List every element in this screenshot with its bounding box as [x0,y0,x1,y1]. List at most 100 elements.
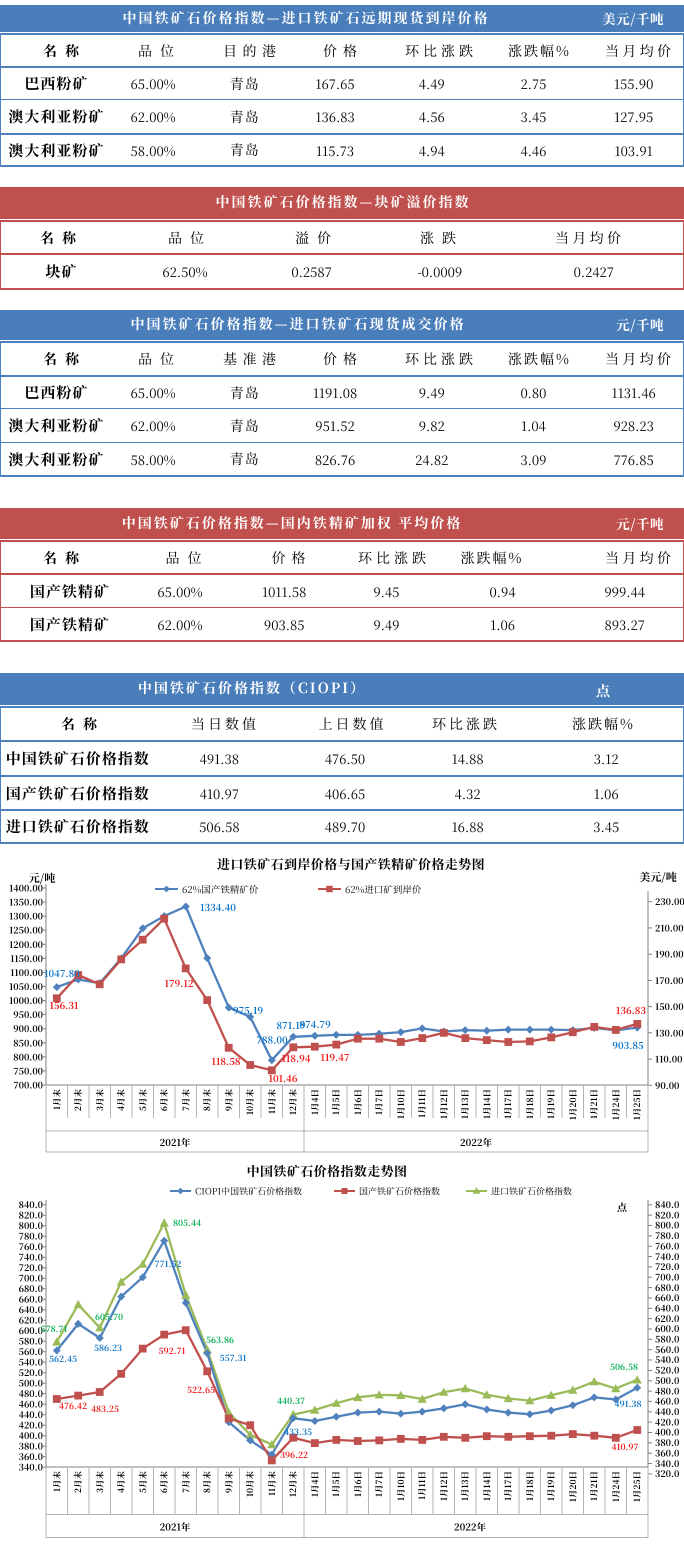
svg-text:540.0: 540.0 [655,1353,679,1366]
svg-text:750.00: 750.00 [13,1064,43,1077]
svg-text:620.0: 620.0 [19,1314,43,1327]
svg-text:1月25日: 1月25日 [631,1471,643,1502]
svg-text:3月末: 3月末 [94,1471,106,1494]
svg-text:600.0: 600.0 [19,1324,43,1337]
svg-text:820.0: 820.0 [19,1209,43,1222]
svg-text:62%进口矿到岸价: 62%进口矿到岸价 [345,882,422,896]
svg-text:1月24日: 1月24日 [610,1471,622,1502]
svg-text:805.44: 805.44 [173,1217,201,1229]
svg-text:101.46: 101.46 [269,1071,298,1085]
svg-text:4月末: 4月末 [115,1089,127,1112]
svg-text:2021年: 2021年 [160,1520,191,1534]
svg-text:605.70: 605.70 [95,1311,123,1323]
svg-text:9月末: 9月末 [223,1471,235,1494]
svg-text:1月10日: 1月10日 [395,1089,407,1119]
svg-text:640.0: 640.0 [655,1302,679,1315]
svg-text:700.00: 700.00 [13,1079,43,1092]
svg-text:118.58: 118.58 [212,1054,241,1068]
svg-text:1月25日: 1月25日 [631,1089,643,1120]
svg-text:660.0: 660.0 [655,1291,679,1304]
svg-text:850.00: 850.00 [13,1036,43,1049]
svg-text:500.0: 500.0 [655,1374,679,1387]
svg-text:560.0: 560.0 [655,1343,679,1356]
svg-text:340.0: 340.0 [19,1460,43,1473]
svg-text:4月末: 4月末 [115,1471,127,1494]
svg-text:592.71: 592.71 [159,1345,186,1357]
svg-text:360.0: 360.0 [19,1450,43,1463]
svg-text:1月5日: 1月5日 [330,1471,342,1497]
svg-text:1月14日: 1月14日 [481,1089,493,1119]
svg-text:1月20日: 1月20日 [567,1471,579,1502]
svg-text:506.58: 506.58 [610,1361,638,1373]
svg-text:476.42: 476.42 [59,1400,87,1412]
svg-text:400.0: 400.0 [655,1426,679,1439]
svg-text:1400.00: 1400.00 [9,882,43,895]
svg-text:1月19日: 1月19日 [545,1089,557,1119]
svg-text:230.00: 230.00 [655,895,684,908]
svg-text:1月末: 1月末 [51,1089,63,1110]
svg-text:520.0: 520.0 [655,1364,679,1377]
svg-text:1050.00: 1050.00 [9,980,43,993]
svg-text:520.0: 520.0 [19,1366,43,1379]
svg-text:1月20日: 1月20日 [567,1089,579,1120]
svg-text:1月13日: 1月13日 [459,1471,471,1501]
svg-text:771.52: 771.52 [155,1258,182,1270]
svg-text:1月12日: 1月12日 [438,1089,450,1119]
svg-text:12月末: 12月末 [287,1471,299,1498]
svg-text:119.47: 119.47 [321,1050,350,1064]
svg-text:中国铁矿石价格指数走势图: 中国铁矿石价格指数走势图 [247,1161,408,1180]
svg-text:1月18日: 1月18日 [524,1089,536,1119]
svg-text:800.0: 800.0 [655,1219,679,1232]
svg-text:1150.00: 1150.00 [10,952,43,965]
svg-text:700.0: 700.0 [19,1272,43,1285]
svg-text:440.0: 440.0 [655,1405,679,1418]
svg-text:进口铁矿石到岸价格与国产铁精矿价格走势图: 进口铁矿石到岸价格与国产铁精矿价格走势图 [217,854,485,873]
svg-text:11月末: 11月末 [266,1471,278,1496]
svg-text:560.0: 560.0 [19,1345,43,1358]
svg-text:340.0: 340.0 [655,1457,679,1470]
svg-text:460.0: 460.0 [19,1397,43,1410]
svg-text:1月14日: 1月14日 [481,1471,493,1501]
svg-text:500.0: 500.0 [19,1376,43,1389]
svg-text:90.00: 90.00 [655,1079,679,1092]
svg-text:5月末: 5月末 [137,1471,149,1494]
svg-text:点: 点 [617,1199,627,1214]
svg-text:440.0: 440.0 [19,1408,43,1421]
svg-text:600.0: 600.0 [655,1322,679,1335]
svg-text:190.00: 190.00 [655,948,684,961]
svg-text:10月末: 10月末 [244,1471,256,1498]
svg-text:1月末: 1月末 [51,1471,63,1492]
svg-text:640.0: 640.0 [19,1303,43,1316]
svg-text:400.0: 400.0 [19,1429,43,1442]
svg-text:1月19日: 1月19日 [545,1471,557,1501]
svg-text:320.0: 320.0 [655,1467,679,1480]
svg-text:1月7日: 1月7日 [373,1471,385,1497]
svg-text:1350.00: 1350.00 [9,896,43,909]
svg-text:1200.00: 1200.00 [9,938,43,951]
svg-text:110.00: 110.00 [655,1053,682,1066]
svg-text:760.0: 760.0 [19,1240,43,1253]
svg-text:118.94: 118.94 [282,1051,311,1065]
svg-text:396.22: 396.22 [280,1449,308,1461]
svg-text:2月末: 2月末 [72,1471,84,1494]
svg-text:580.0: 580.0 [19,1334,43,1347]
svg-text:2021年: 2021年 [160,1135,191,1149]
svg-text:360.0: 360.0 [655,1446,679,1459]
svg-text:150.00: 150.00 [655,1000,684,1013]
svg-text:2月末: 2月末 [72,1089,84,1112]
svg-text:1月11日: 1月11日 [416,1089,428,1118]
svg-text:8月末: 8月末 [201,1471,213,1494]
svg-text:975.19: 975.19 [233,1003,264,1017]
svg-text:136.83: 136.83 [616,1003,647,1017]
svg-text:522.65: 522.65 [187,1384,215,1396]
svg-text:CIOPI中国铁矿石价格指数: CIOPI中国铁矿石价格指数 [195,1185,302,1198]
svg-text:1月21日: 1月21日 [588,1089,600,1119]
svg-text:620.0: 620.0 [655,1312,679,1325]
svg-text:483.25: 483.25 [91,1403,119,1415]
svg-text:420.0: 420.0 [19,1418,43,1431]
svg-text:1月12日: 1月12日 [438,1471,450,1501]
svg-text:1月21日: 1月21日 [588,1471,600,1501]
svg-text:1月13日: 1月13日 [459,1089,471,1119]
svg-text:800.00: 800.00 [13,1050,43,1063]
svg-text:700.0: 700.0 [655,1271,679,1284]
